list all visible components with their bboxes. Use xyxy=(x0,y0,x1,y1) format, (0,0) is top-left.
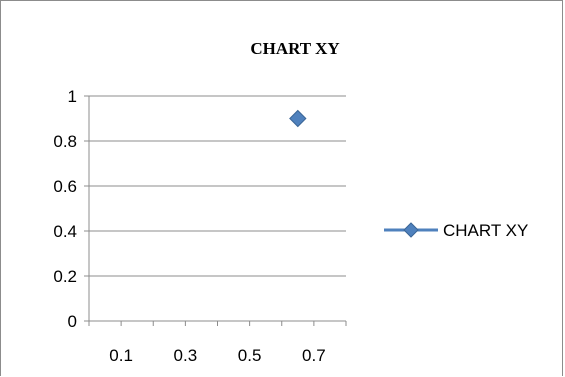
x-axis-tick-labels: 0.1 0.3 0.5 0.7 xyxy=(109,346,325,365)
y-tick-label: 1 xyxy=(68,87,77,106)
x-tick-label: 0.7 xyxy=(302,346,326,365)
gridlines xyxy=(89,95,346,277)
axes xyxy=(84,95,347,326)
data-point xyxy=(289,109,307,128)
y-tick-label: 0.8 xyxy=(53,132,77,151)
x-tick-label: 0.1 xyxy=(109,346,133,365)
y-tick-label: 0.2 xyxy=(53,267,77,286)
legend-marker-icon xyxy=(403,222,419,238)
legend: CHART XY xyxy=(384,221,528,240)
chart-title: CHART XY xyxy=(250,39,339,58)
y-tick-label: 0.6 xyxy=(53,177,77,196)
plot-series xyxy=(289,109,307,128)
y-tick-label: 0.4 xyxy=(53,222,77,241)
y-tick-label: 0 xyxy=(68,312,77,331)
x-tick-label: 0.3 xyxy=(174,346,198,365)
y-axis-tick-labels: 0 0.2 0.4 0.6 0.8 1 xyxy=(53,87,77,331)
legend-label: CHART XY xyxy=(443,221,528,240)
x-tick-label: 0.5 xyxy=(238,346,262,365)
